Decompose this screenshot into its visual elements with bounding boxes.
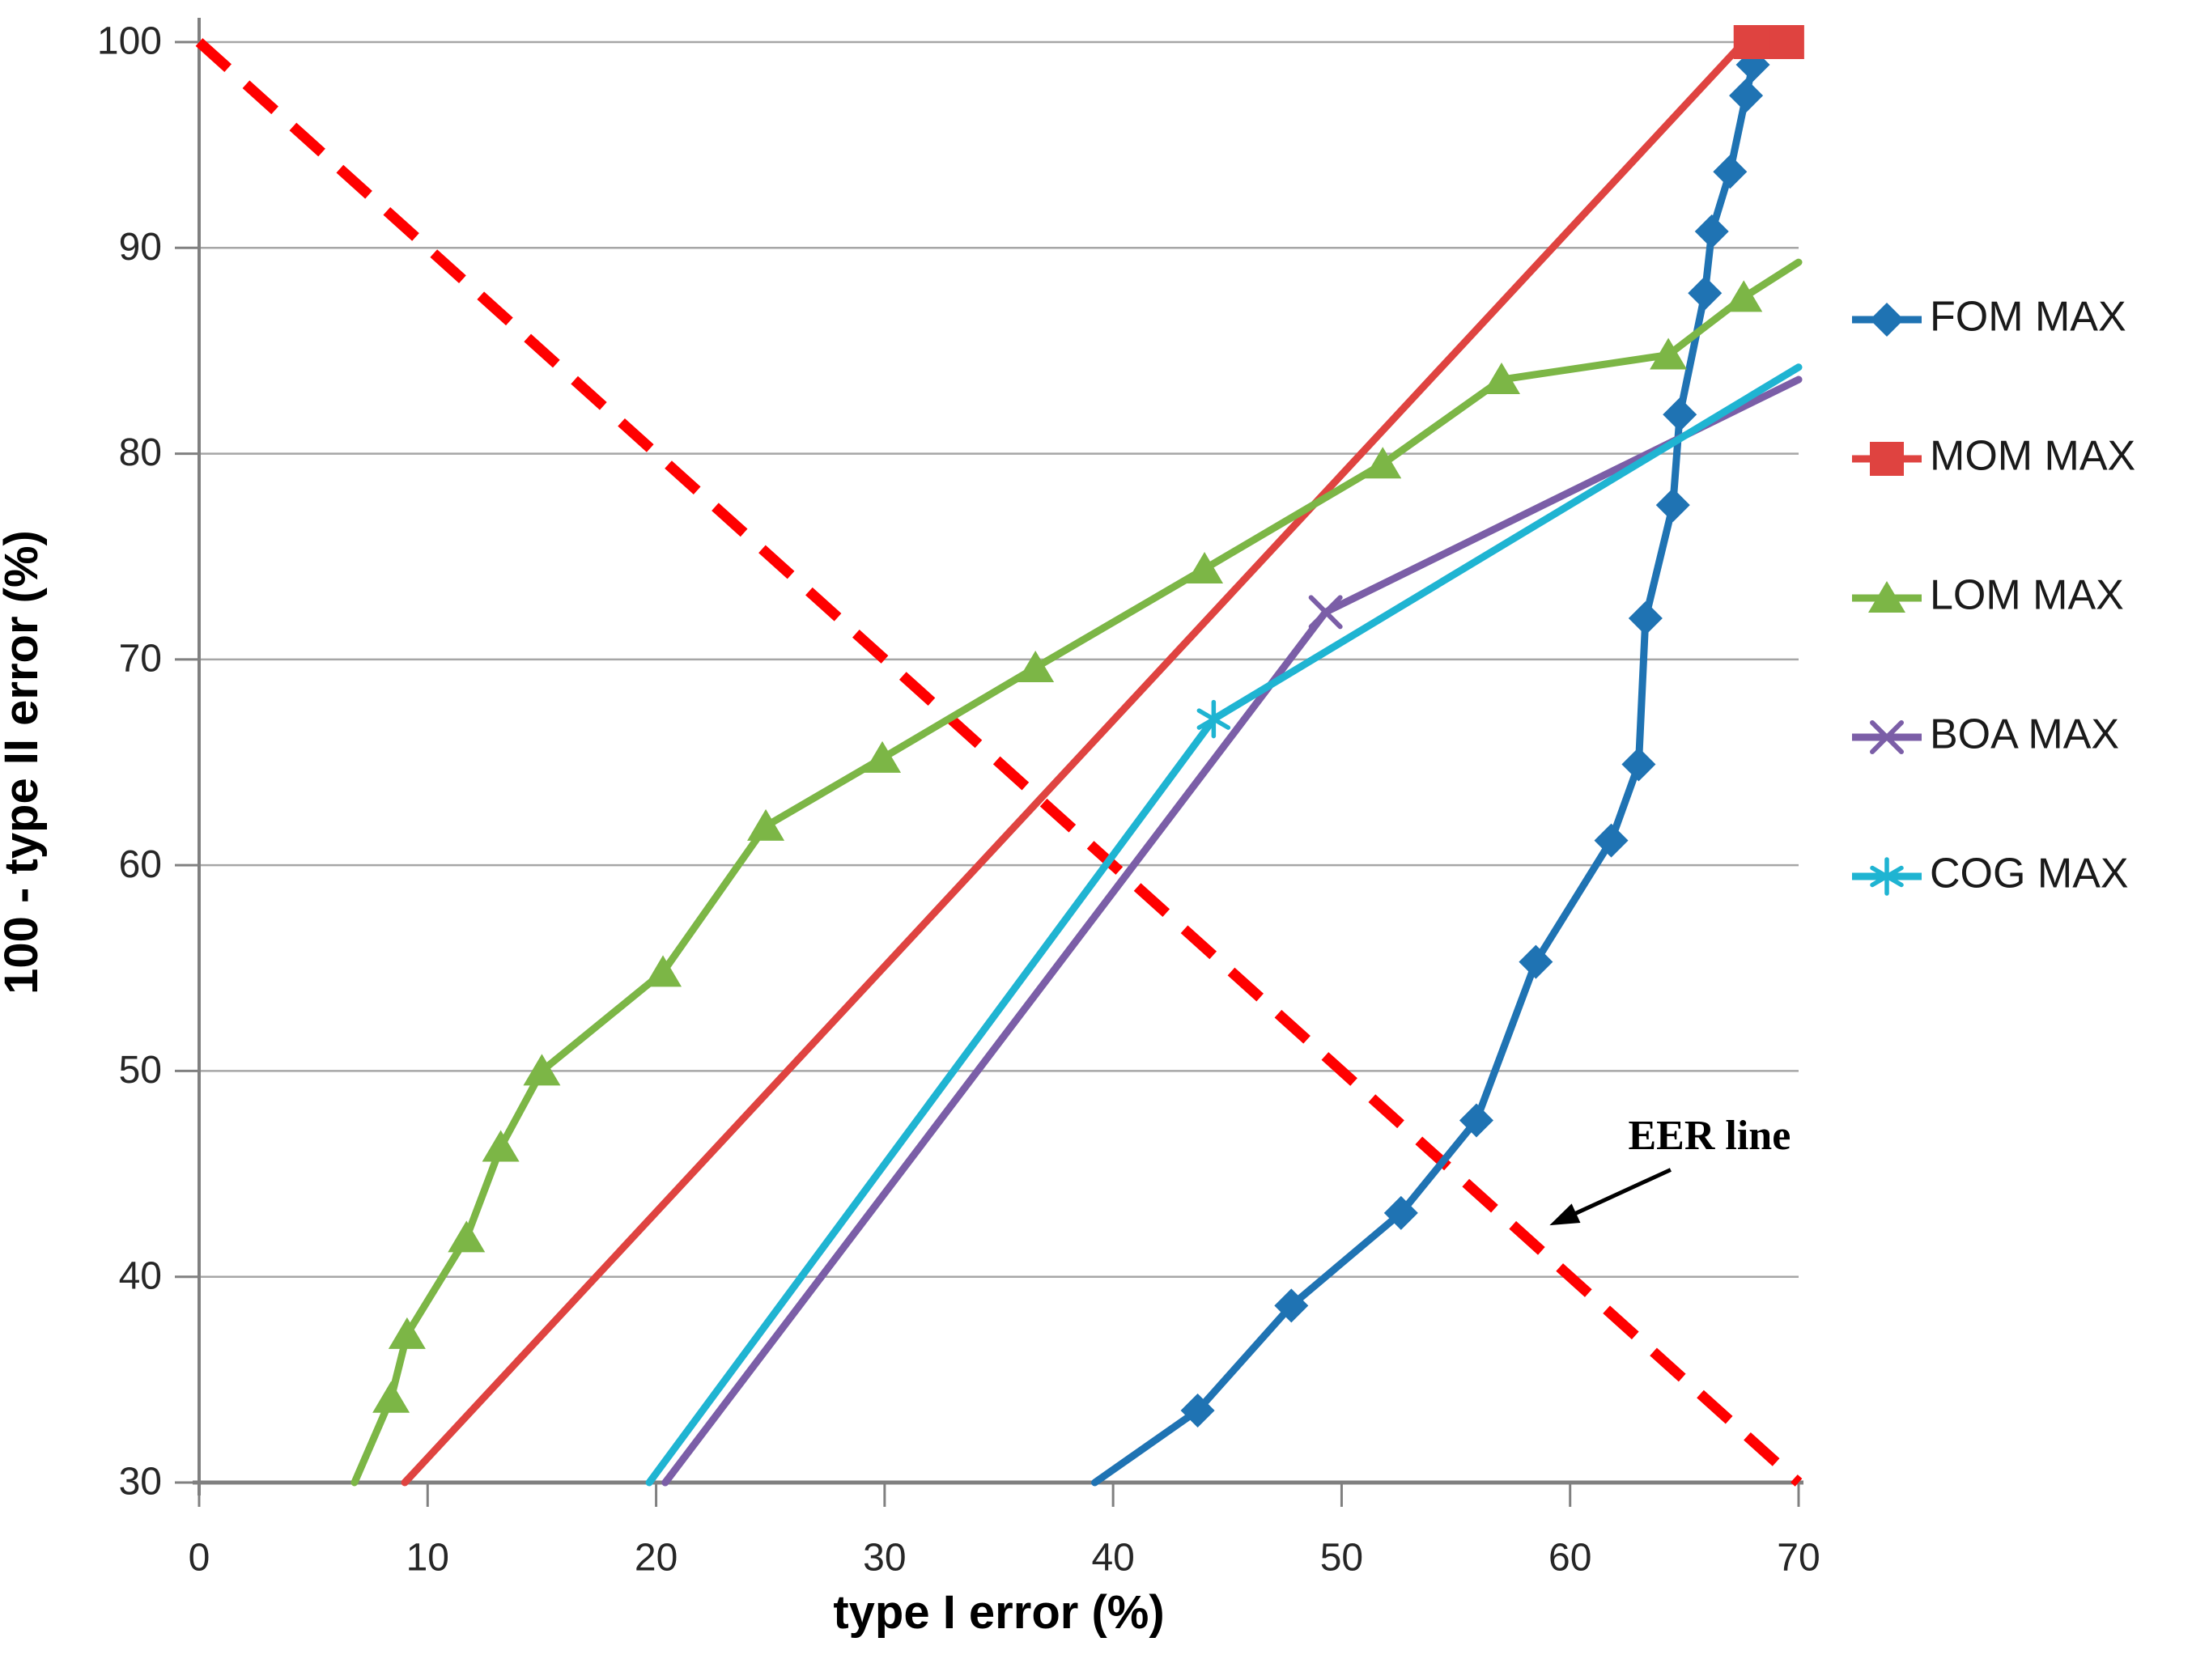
marker-diamond [1688,276,1723,311]
marker-triangle [1650,337,1688,370]
eer-label: EER line [1628,1113,1791,1159]
marker-triangle [523,1054,561,1086]
marker-diamond [1628,601,1663,635]
legend: FOM MAX MOM MAX LOM MAX BOA MAX COG MAX [1852,294,2135,897]
x-tick-label: 10 [406,1537,449,1580]
y-tick-label: 60 [119,843,162,886]
legend-item-mom-max: MOM MAX [1852,433,2135,480]
legend-label: LOM MAX [1930,572,2124,619]
marker-square [1769,25,1804,59]
series-markers-cog-max [1196,699,1231,739]
marker-diamond [1713,155,1748,189]
marker-diamond [1621,747,1656,782]
marker-triangle [1868,581,1905,613]
marker-diamond [1655,488,1690,523]
y-tick-label: 50 [119,1049,162,1092]
legend-label: BOA MAX [1930,711,2119,758]
marker-square [1870,442,1904,476]
legend-label: FOM MAX [1930,294,2126,341]
x-axis-title: type I error (%) [833,1586,1164,1639]
marker-triangle [747,808,785,841]
legend-item-boa-max: BOA MAX [1852,711,2119,758]
y-tick-label: 70 [119,638,162,681]
marker-asterisk [1870,857,1904,896]
marker-triangle [388,1317,426,1349]
marker-x [1870,720,1904,754]
x-tick-label: 60 [1548,1537,1591,1580]
series-markers-mom-max [1733,25,1804,59]
x-tick-label: 0 [189,1537,210,1580]
x-tick-label: 30 [863,1537,906,1580]
marker-diamond [1663,397,1697,432]
legend-label: MOM MAX [1930,433,2135,480]
y-tick-label: 100 [97,20,162,63]
marker-diamond [1459,1103,1493,1138]
x-tick-label: 70 [1777,1537,1820,1580]
y-axis-title: 100 - type II error (%) [0,530,48,995]
x-tick-label: 20 [635,1537,678,1580]
marker-diamond [1274,1288,1309,1323]
marker-triangle [1017,651,1055,683]
marker-diamond [1519,944,1553,979]
marker-x [1308,595,1343,630]
series-line-fom-max [1091,40,1764,1487]
y-tick-label: 80 [119,431,162,474]
marker-triangle [1725,280,1763,312]
marker-triangle [644,955,682,987]
series-line-cog-max [645,363,1803,1487]
eer-annotation: EER line [1549,1113,1791,1226]
gridlines [175,40,1799,1484]
legend-label: COG MAX [1930,851,2129,897]
marker-diamond [1694,214,1729,248]
legend-item-fom-max: FOM MAX [1852,294,2126,341]
marker-diamond [1729,78,1764,113]
series-cog-max [645,363,1803,1487]
x-tick-label: 40 [1091,1537,1134,1580]
series-markers-fom-max [1180,47,1770,1428]
series-lom-max [350,258,1803,1487]
series-line-boa-max [661,375,1803,1487]
marker-triangle [864,740,902,773]
legend-item-lom-max: LOM MAX [1852,572,2124,619]
series-line-lom-max [350,258,1803,1487]
series-boa-max [661,375,1803,1487]
series-mom-max [401,25,1804,1487]
marker-diamond [1870,303,1904,337]
y-tick-label: 30 [119,1461,162,1504]
series-line-mom-max [401,38,1800,1487]
y-tick-label: 40 [119,1254,162,1297]
marker-triangle [1364,447,1402,479]
y-tick-label: 90 [119,226,162,269]
legend-item-cog-max: COG MAX [1852,851,2129,897]
eer-line [195,38,1803,1487]
marker-asterisk [1196,699,1231,739]
marker-triangle [448,1220,486,1253]
series-fom-max [1091,40,1770,1487]
series-markers-boa-max [1308,595,1343,630]
marker-triangle [482,1130,520,1162]
marker-triangle [1186,551,1224,583]
marker-diamond [1383,1195,1418,1230]
eer-arrow-head [1549,1203,1581,1226]
marker-triangle [1483,363,1521,395]
x-tick-label: 50 [1320,1537,1363,1580]
marker-triangle [372,1381,410,1413]
marker-diamond [1180,1394,1215,1428]
marker-diamond [1594,823,1629,858]
series-markers-lom-max [372,280,1763,1413]
eer-arrow-shaft [1563,1168,1672,1221]
